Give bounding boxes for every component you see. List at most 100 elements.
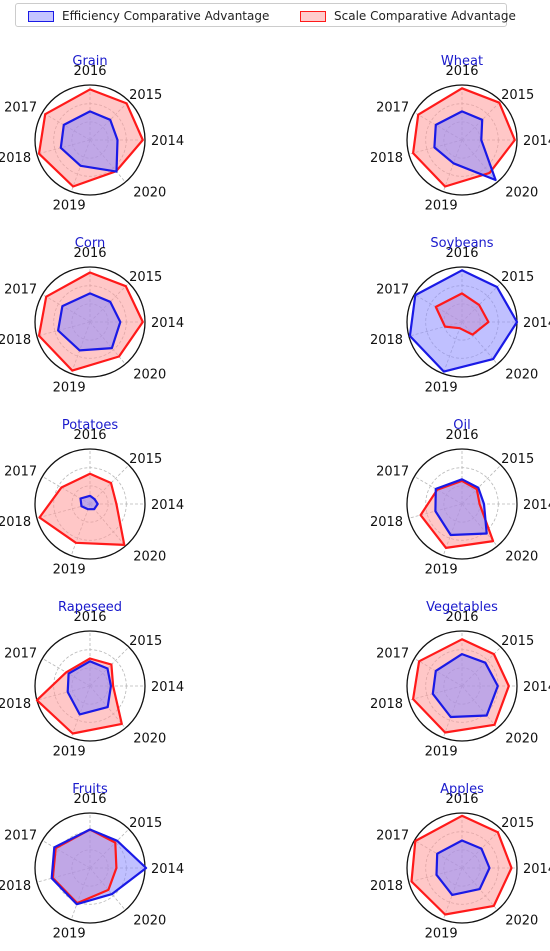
axis-label-2015: 2015 xyxy=(129,816,162,831)
efficiency-polygon-fill xyxy=(409,270,517,372)
radar-chart-rapeseed: 2014 2015 2016 2017 2018 2019 2020 Rapeseed xyxy=(0,600,184,759)
radar-chart-apples: 2014 2015 2016 2017 2018 2019 2020 Apples xyxy=(370,782,550,941)
scale-polygon xyxy=(412,638,510,734)
axis-label-2018: 2018 xyxy=(370,515,403,530)
axis-label-2017: 2017 xyxy=(4,829,37,844)
axis-label-2014: 2014 xyxy=(151,680,184,695)
outer-circle xyxy=(406,630,518,742)
radar-chart-corn: 2014 2015 2016 2017 2018 2019 2020 Corn xyxy=(0,236,184,395)
chart-title: Wheat xyxy=(441,54,483,69)
axis-label-2019: 2019 xyxy=(425,562,458,577)
axis-label-2019: 2019 xyxy=(53,926,86,941)
axis-label-2014: 2014 xyxy=(523,316,550,331)
axis-label-2020: 2020 xyxy=(133,186,166,201)
legend-swatch-efficiency xyxy=(28,10,54,22)
efficiency-polygon-fill xyxy=(60,111,118,172)
scale-polygon-fill xyxy=(39,473,125,545)
axis-label-2020: 2020 xyxy=(133,368,166,383)
axis-label-2016: 2016 xyxy=(445,64,478,79)
axis-label-2019: 2019 xyxy=(53,562,86,577)
efficiency-polygon xyxy=(79,494,99,511)
efficiency-polygon xyxy=(50,828,148,906)
legend: Efficiency Comparative Advantage Scale C… xyxy=(15,3,516,27)
axis-label-2014: 2014 xyxy=(151,862,184,877)
scale-polygon xyxy=(434,292,490,336)
axis-label-2017: 2017 xyxy=(376,465,409,480)
axis-label-2017: 2017 xyxy=(376,829,409,844)
axis-label-2019: 2019 xyxy=(53,744,86,759)
chart-title: Oil xyxy=(453,418,470,433)
scale-polygon xyxy=(38,472,126,547)
axis-label-2020: 2020 xyxy=(505,368,538,383)
outer-circle xyxy=(34,630,146,742)
axis-label-2016: 2016 xyxy=(73,64,106,79)
axis-label-2019: 2019 xyxy=(425,744,458,759)
radar-chart-grain: 2014 2015 2016 2017 2018 2019 2020 Grain xyxy=(0,54,184,213)
axis-label-2014: 2014 xyxy=(151,134,184,149)
axis-label-2018: 2018 xyxy=(370,697,403,712)
outer-circle xyxy=(34,266,146,378)
axis-label-2017: 2017 xyxy=(4,465,37,480)
legend-item-efficiency: Efficiency Comparative Advantage xyxy=(28,8,269,24)
efficiency-polygon xyxy=(56,292,122,352)
axis-label-2015: 2015 xyxy=(129,88,162,103)
axis-label-2020: 2020 xyxy=(133,732,166,747)
chart-title: Grain xyxy=(72,54,107,69)
axis-label-2015: 2015 xyxy=(129,634,162,649)
axis-label-2015: 2015 xyxy=(501,88,534,103)
outer-circle xyxy=(406,448,518,560)
axis-label-2018: 2018 xyxy=(0,697,31,712)
efficiency-polygon xyxy=(408,269,519,373)
efficiency-polygon xyxy=(434,478,488,537)
axis-label-2018: 2018 xyxy=(370,151,403,166)
axis-label-2020: 2020 xyxy=(133,914,166,929)
axis-label-2020: 2020 xyxy=(505,914,538,929)
axis-label-2018: 2018 xyxy=(0,879,31,894)
scale-polygon xyxy=(37,88,144,188)
axis-label-2014: 2014 xyxy=(523,862,550,877)
axis-label-2018: 2018 xyxy=(0,151,31,166)
axis-label-2016: 2016 xyxy=(445,246,478,261)
axis-label-2019: 2019 xyxy=(425,380,458,395)
chart-title: Rapeseed xyxy=(58,600,122,615)
chart-title: Potatoes xyxy=(62,418,118,433)
axis-label-2015: 2015 xyxy=(501,816,534,831)
axis-label-2016: 2016 xyxy=(445,792,478,807)
efficiency-polygon xyxy=(59,110,119,173)
axis-label-2017: 2017 xyxy=(4,647,37,662)
radar-chart-fruits: 2014 2015 2016 2017 2018 2019 2020 Fruits xyxy=(0,782,184,941)
axis-label-2015: 2015 xyxy=(501,270,534,285)
grid-spoke xyxy=(461,464,502,505)
radar-chart-vegetables: 2014 2015 2016 2017 2018 2019 2020 Vegetables xyxy=(370,600,550,759)
efficiency-polygon xyxy=(433,110,497,182)
chart-title: Apples xyxy=(440,782,484,797)
legend-swatch-scale xyxy=(300,10,326,22)
scale-polygon xyxy=(51,828,118,905)
axis-label-2019: 2019 xyxy=(53,380,86,395)
efficiency-polygon-fill xyxy=(432,654,498,717)
axis-label-2018: 2018 xyxy=(370,879,403,894)
radar-chart-potatoes: 2014 2015 2016 2017 2018 2019 2020 Potatoes xyxy=(0,418,184,577)
axis-label-2016: 2016 xyxy=(73,246,106,261)
axis-label-2018: 2018 xyxy=(370,333,403,348)
scale-polygon xyxy=(410,814,513,916)
axis-label-2016: 2016 xyxy=(73,428,106,443)
axis-label-2016: 2016 xyxy=(73,792,106,807)
axis-label-2016: 2016 xyxy=(73,610,106,625)
axis-label-2014: 2014 xyxy=(151,316,184,331)
axis-label-2015: 2015 xyxy=(501,634,534,649)
efficiency-polygon xyxy=(66,660,113,716)
axis-label-2014: 2014 xyxy=(523,680,550,695)
axis-label-2014: 2014 xyxy=(151,498,184,513)
axis-label-2016: 2016 xyxy=(445,610,478,625)
axis-label-2017: 2017 xyxy=(4,283,37,298)
efficiency-polygon xyxy=(431,652,499,719)
radar-chart-soybeans: 2014 2015 2016 2017 2018 2019 2020 Soybeans xyxy=(370,236,550,395)
axis-label-2015: 2015 xyxy=(501,452,534,467)
chart-title: Vegetables xyxy=(426,600,498,615)
axis-label-2017: 2017 xyxy=(376,647,409,662)
efficiency-polygon-fill xyxy=(434,111,496,180)
axis-label-2020: 2020 xyxy=(505,550,538,565)
axis-label-2019: 2019 xyxy=(425,198,458,213)
